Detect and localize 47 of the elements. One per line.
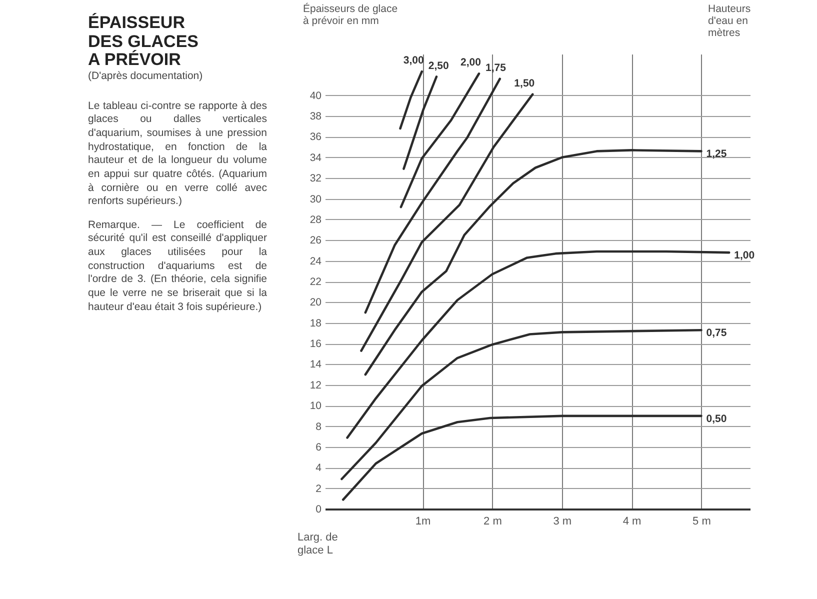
line-series [364, 78, 502, 314]
series-label: 1,00 [734, 250, 755, 262]
y-tick-label: 14 [310, 358, 322, 371]
series-label: 0,75 [706, 327, 727, 340]
x-tick-label: 4 m [622, 516, 642, 528]
y-tick-label: 12 [310, 379, 322, 392]
x-tick-label: 3 m [553, 516, 572, 528]
y-tick-label: 20 [310, 296, 322, 309]
x-tick-label: 5 m [692, 516, 711, 528]
line-series [400, 72, 480, 208]
y-tick-label: 38 [310, 110, 322, 123]
x-axis-title: Larg. de glace L [298, 532, 338, 556]
y-tick-label: 26 [310, 234, 322, 247]
y-tick-label: 28 [310, 214, 322, 226]
y-tick-label: 2 [316, 482, 322, 495]
line-series [364, 149, 702, 376]
y-tick-label: 0 [316, 504, 322, 516]
y-axis-title: Épaisseurs de glace à prévoir en mm [303, 2, 398, 27]
text: Remarque. — Le coefficient de sécurité qu'il est conseillé d'appliquer aux glaces utilisées pour la construction d'aquariums est de l'ordre de 3. (En théorie, cela signifie que le verre ne se briserait que si la hauteur d'eau était 3 fois supérieure.) [88, 218, 267, 314]
y-tick-label: 36 [310, 131, 322, 144]
y-tick-label: 18 [310, 317, 322, 330]
legend-title: Hauteurs d'eau en mètres [708, 3, 751, 39]
y-tick-label: 32 [310, 172, 322, 185]
x-tick-label: 2 m [484, 516, 502, 528]
text: ÉPAISSEUR DES GLACES A PRÉVOIR [88, 13, 200, 70]
series-label: 0,50 [706, 412, 727, 425]
line-series [340, 328, 702, 480]
series-label: 1,25 [706, 148, 727, 160]
y-tick-label: 30 [310, 193, 322, 206]
line-series [346, 250, 730, 439]
line-series [342, 414, 702, 501]
series-label: 2,00 [460, 56, 482, 69]
text: (D'après documentation) [88, 70, 204, 84]
y-tick-label: 16 [310, 338, 322, 350]
x-tick-label: 1m [415, 516, 431, 528]
y-tick-label: 24 [310, 255, 322, 268]
series-label: 2,50 [428, 60, 450, 72]
text: Le tableau ci-contre se rapporte à des glaces ou dalles verticales d'aquarium, soumises à une pression hydrostatique, en fonction de la hauteur et de la longueur du volume en appui sur quatre côtés. (Aquarium à cornière ou en verre collé avec renforts supérieurs.) [88, 100, 267, 209]
y-tick-label: 8 [316, 420, 322, 433]
y-tick-label: 4 [316, 462, 322, 474]
y-tick-label: 10 [310, 400, 322, 412]
y-tick-label: 40 [310, 90, 322, 102]
series-label: 1,50 [514, 77, 535, 90]
line-series [360, 93, 534, 352]
y-tick-label: 22 [310, 276, 322, 288]
y-tick-label: 6 [316, 441, 322, 454]
y-tick-label: 34 [310, 152, 322, 164]
